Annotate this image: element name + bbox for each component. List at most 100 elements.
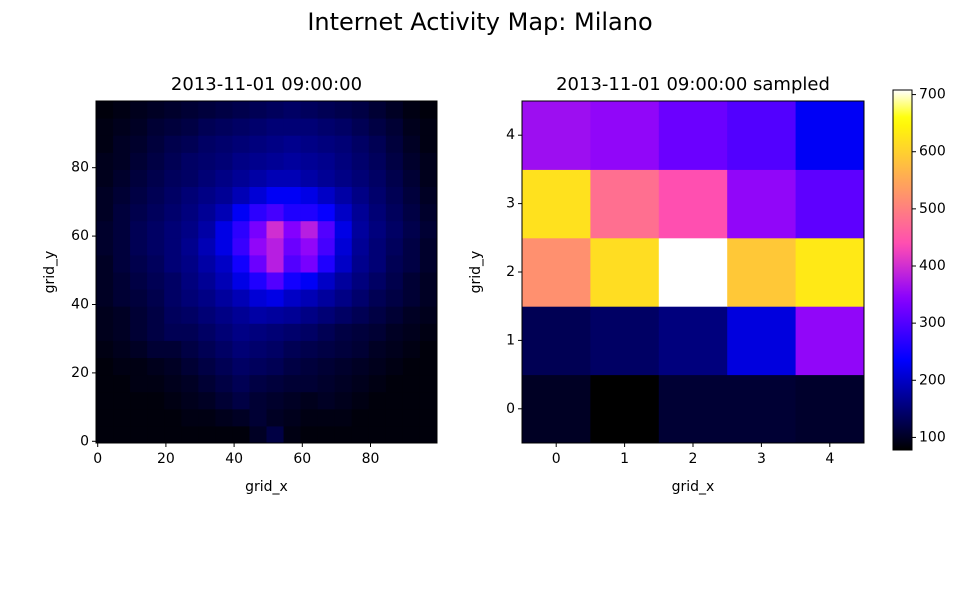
heatmap-cell xyxy=(419,220,438,239)
heatmap-cell xyxy=(164,306,182,324)
y-tick-label: 0 xyxy=(80,433,89,449)
y-tick-label: 40 xyxy=(71,296,89,312)
heatmap-cell xyxy=(402,152,421,170)
heatmap-cell xyxy=(727,374,797,444)
heatmap-cell xyxy=(164,374,182,393)
heatmap-cell xyxy=(266,118,285,136)
heatmap-cell xyxy=(147,289,165,307)
heatmap-cell xyxy=(368,220,387,239)
heatmap-cell xyxy=(402,272,421,290)
heatmap-cell xyxy=(402,203,421,222)
heatmap-cell xyxy=(300,203,319,222)
heatmap-cell xyxy=(113,425,131,444)
heatmap-cell xyxy=(164,237,182,256)
heatmap-cell xyxy=(232,357,250,376)
heatmap-cell xyxy=(419,391,438,410)
heatmap-cell xyxy=(385,340,404,358)
heatmap-cell xyxy=(283,357,302,376)
heatmap-cell xyxy=(317,169,336,187)
heatmap-cell xyxy=(334,323,353,341)
heatmap-cell xyxy=(113,101,131,119)
heatmap-cell xyxy=(300,220,319,239)
x-tick-label: 4 xyxy=(825,451,834,467)
heatmap-cell xyxy=(130,237,148,256)
heatmap-cell xyxy=(522,101,591,170)
heatmap-cell xyxy=(334,118,353,136)
heatmap-cell xyxy=(334,237,353,256)
heatmap-cell xyxy=(419,101,438,119)
heatmap-cell xyxy=(215,306,233,324)
heatmap-cell xyxy=(96,425,114,444)
heatmap-cell xyxy=(334,254,353,273)
heatmap-cell xyxy=(351,391,370,410)
heatmap-cell xyxy=(96,237,114,256)
heatmap-cell xyxy=(249,152,267,170)
heatmap-cell xyxy=(130,425,148,444)
heatmap-cell xyxy=(96,254,114,273)
heatmap-cell xyxy=(232,118,250,136)
colorbar-tick-label: 600 xyxy=(919,144,946,160)
heatmap-cell xyxy=(283,391,302,410)
heatmap-cell xyxy=(181,118,199,136)
heatmap-cell xyxy=(368,186,387,205)
heatmap-cell xyxy=(368,374,387,393)
heatmap-cell xyxy=(334,186,353,205)
heatmap-cell xyxy=(300,391,319,410)
heatmap-cell xyxy=(368,323,387,341)
y-tick-label: 4 xyxy=(506,127,515,143)
x-tick-label: 60 xyxy=(293,451,311,467)
heatmap-cell xyxy=(215,203,233,222)
heatmap-cell xyxy=(164,391,182,410)
heatmap-cell xyxy=(419,425,438,444)
heatmap-cell xyxy=(334,340,353,358)
heatmap-cell xyxy=(266,169,285,187)
heatmap-cell xyxy=(317,203,336,222)
heatmap-cell xyxy=(419,152,438,170)
heatmap-cell xyxy=(181,220,199,239)
heatmap-cell xyxy=(522,306,591,376)
heatmap-cell xyxy=(249,135,267,153)
heatmap-cell xyxy=(232,186,250,205)
axes-frame xyxy=(95,100,438,444)
heatmap-cell xyxy=(300,425,319,444)
heatmap-cell xyxy=(147,306,165,324)
heatmap-cell xyxy=(334,306,353,324)
heatmap-cell xyxy=(96,135,114,153)
heatmap-cell xyxy=(795,374,865,444)
heatmap-cell xyxy=(181,101,199,119)
heatmap-cell xyxy=(334,408,353,427)
heatmap-cell xyxy=(147,101,165,119)
heatmap-cell xyxy=(300,186,319,205)
heatmap-cell xyxy=(130,340,148,358)
heatmap-cell xyxy=(385,203,404,222)
heatmap-cell xyxy=(198,237,216,256)
heatmap-cell xyxy=(266,101,285,119)
colorbar-tick-label: 100 xyxy=(919,429,946,445)
heatmap-cell xyxy=(266,254,285,273)
heatmap-cell xyxy=(96,101,114,119)
heatmap-cell xyxy=(232,135,250,153)
heatmap-cell xyxy=(402,374,421,393)
heatmap-cell xyxy=(317,374,336,393)
heatmap-cell xyxy=(181,289,199,307)
heatmap-cell xyxy=(130,186,148,205)
heatmap-cell xyxy=(181,135,199,153)
heatmap-cell xyxy=(113,408,131,427)
heatmap-cell xyxy=(249,272,267,290)
heatmap-cell xyxy=(402,357,421,376)
heatmap-cell xyxy=(402,135,421,153)
heatmap-cell xyxy=(147,408,165,427)
heatmap-cell xyxy=(249,374,267,393)
heatmap-cell xyxy=(113,237,131,256)
colorbar-tick-label: 500 xyxy=(919,201,946,217)
heatmap-cell xyxy=(266,220,285,239)
axes-title: 2013-11-01 09:00:00 xyxy=(171,74,362,95)
heatmap-cell xyxy=(130,357,148,376)
heatmap-cell xyxy=(249,186,267,205)
heatmap-cell xyxy=(351,289,370,307)
heatmap-cell xyxy=(249,425,267,444)
heatmap-cell xyxy=(181,340,199,358)
heatmap-cell xyxy=(283,425,302,444)
heatmap-cell xyxy=(727,169,797,239)
